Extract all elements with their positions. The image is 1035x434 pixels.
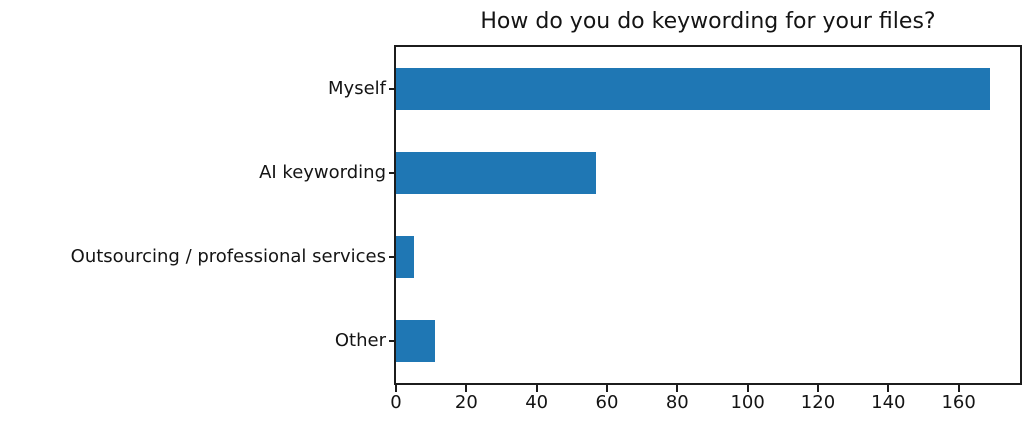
- x-tick-mark: [465, 385, 468, 392]
- x-tick-mark: [605, 385, 608, 392]
- y-axis-ticks: [389, 47, 396, 383]
- x-axis-ticks: [395, 385, 1020, 392]
- x-tick-label-40: 40: [525, 392, 549, 413]
- x-tick-mark: [957, 385, 960, 392]
- x-tick-mark: [887, 385, 890, 392]
- y-tick-label-other: Other: [334, 330, 386, 351]
- x-tick-mark: [395, 385, 397, 392]
- y-tick-label-myself: Myself: [328, 78, 386, 99]
- x-tick-label-140: 140: [871, 392, 906, 413]
- y-tick-label-outsourcing-professional-services: Outsourcing / professional services: [70, 246, 386, 267]
- x-tick-label-20: 20: [454, 392, 478, 413]
- bar-outsourcing-professional-services: [396, 236, 414, 278]
- x-tick-label-60: 60: [595, 392, 619, 413]
- x-tick-mark: [746, 385, 749, 392]
- x-tick-label-80: 80: [665, 392, 689, 413]
- y-tick-label-ai-keywording: AI keywording: [259, 162, 386, 183]
- y-tick-mark: [389, 172, 396, 174]
- y-tick-mark: [389, 256, 396, 258]
- plot-area: [394, 45, 1022, 385]
- bar-myself: [396, 68, 991, 110]
- x-tick-label-100: 100: [730, 392, 765, 413]
- x-tick-mark: [535, 385, 538, 392]
- y-tick-mark: [389, 88, 396, 90]
- bar-ai-keywording: [396, 152, 597, 194]
- x-tick-label-120: 120: [800, 392, 836, 413]
- x-tick-label-0: 0: [390, 392, 402, 413]
- x-tick-label-160: 160: [941, 392, 976, 413]
- x-tick-mark: [816, 385, 819, 392]
- x-tick-mark: [676, 385, 679, 392]
- y-tick-mark: [389, 340, 396, 342]
- bar-other: [396, 320, 435, 362]
- x-axis-labels: 0 20 40 60 80 100 120 140 160: [390, 392, 1020, 416]
- chart-title: How do you do keywording for your files?: [480, 9, 936, 34]
- y-axis-labels: Myself AI keywording Outsourcing / profess…: [0, 47, 386, 383]
